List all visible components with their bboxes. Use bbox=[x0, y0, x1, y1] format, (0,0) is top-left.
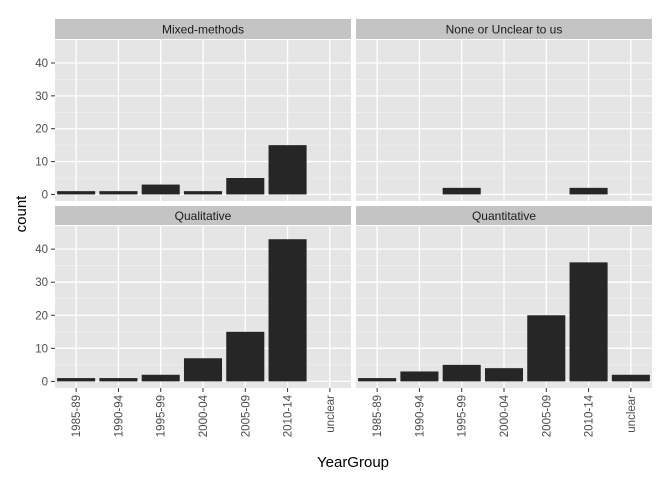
x-tick-label: 2010-14 bbox=[283, 394, 295, 437]
x-tick-label: 1995-99 bbox=[156, 395, 168, 437]
panel-quantitative: Quantitative 1985-89 1990-94 1995-99 2000-04… bbox=[356, 206, 652, 437]
y-axis-title: count bbox=[13, 195, 30, 233]
x-tick-label: 2000-04 bbox=[499, 394, 511, 437]
bar-qualitative-1990-94 bbox=[99, 378, 138, 382]
x-tick-label: 1985-89 bbox=[372, 395, 384, 437]
bar-none-or-unclear-to-us-2010-14 bbox=[569, 187, 608, 195]
y-tick-label: 40 bbox=[35, 58, 48, 70]
bar-qualitative-2000-04 bbox=[183, 358, 223, 382]
bar-qualitative-1985-89 bbox=[57, 378, 96, 382]
facet-strip bbox=[55, 19, 351, 39]
facet-strip-label: Quantitative bbox=[472, 209, 536, 223]
y-tick-label: 20 bbox=[35, 310, 48, 322]
y-tick-label: 10 bbox=[35, 343, 48, 355]
bar-mixed-methods-2005-09 bbox=[226, 178, 265, 195]
y-tick-label: 0 bbox=[42, 376, 48, 388]
y-tick-label: 10 bbox=[35, 157, 48, 169]
y-tick-label: 40 bbox=[35, 244, 48, 256]
bar-qualitative-2010-14 bbox=[268, 239, 307, 382]
x-tick-label: 1995-99 bbox=[457, 395, 469, 437]
panel-mixed-methods: Mixed-methods 0 10 20 30 40 bbox=[35, 19, 351, 201]
bar-qualitative-1995-99 bbox=[141, 374, 180, 382]
y-tick-label: 30 bbox=[35, 277, 48, 289]
bar-mixed-methods-1985-89 bbox=[57, 191, 96, 195]
bar-quantitative-2000-04 bbox=[484, 368, 524, 382]
facet-strip-label: Mixed-methods bbox=[162, 23, 244, 37]
x-tick-label: unclear bbox=[626, 395, 638, 433]
bar-quantitative-1985-89 bbox=[358, 378, 397, 382]
x-tick-label: 1990-94 bbox=[113, 394, 125, 437]
bar-quantitative-1995-99 bbox=[442, 364, 481, 382]
bar-mixed-methods-1995-99 bbox=[141, 184, 180, 195]
bar-mixed-methods-1990-94 bbox=[99, 191, 138, 195]
facet-strip bbox=[356, 19, 652, 39]
bar-none-or-unclear-to-us-1995-99 bbox=[442, 187, 481, 195]
panel-qualitative: Qualitative 0 10 20 30 40 1985-89 1990-94 1995-9… bbox=[35, 206, 351, 437]
x-tick-label: 1985-89 bbox=[71, 395, 83, 437]
y-tick-label: 0 bbox=[42, 189, 48, 201]
bar-quantitative-unclear bbox=[611, 374, 650, 382]
bar-qualitative-2005-09 bbox=[226, 331, 265, 382]
facet-strip bbox=[55, 206, 351, 225]
x-tick-label: 2000-04 bbox=[198, 394, 210, 437]
x-tick-label: 2005-09 bbox=[541, 395, 553, 437]
bar-mixed-methods-2000-04 bbox=[183, 191, 223, 195]
facet-strip bbox=[356, 206, 652, 225]
bar-quantitative-1990-94 bbox=[400, 371, 439, 382]
y-tick-label: 30 bbox=[35, 91, 48, 103]
x-axis-title: YearGroup bbox=[317, 454, 389, 471]
bar-quantitative-2010-14 bbox=[569, 262, 608, 382]
x-tick-label: 2010-14 bbox=[584, 394, 596, 437]
facet-strip-label: Qualitative bbox=[175, 209, 232, 223]
bar-mixed-methods-2010-14 bbox=[268, 145, 307, 195]
bar-quantitative-2005-09 bbox=[527, 315, 566, 382]
facet-strip-label: None or Unclear to us bbox=[446, 23, 563, 37]
y-tick-label: 20 bbox=[35, 124, 48, 136]
x-tick-label: 2005-09 bbox=[240, 395, 252, 437]
x-tick-label: unclear bbox=[325, 395, 337, 433]
x-tick-label: 1990-94 bbox=[414, 394, 426, 437]
panel-none-or-unclear-to-us: None or Unclear to us bbox=[356, 19, 652, 201]
